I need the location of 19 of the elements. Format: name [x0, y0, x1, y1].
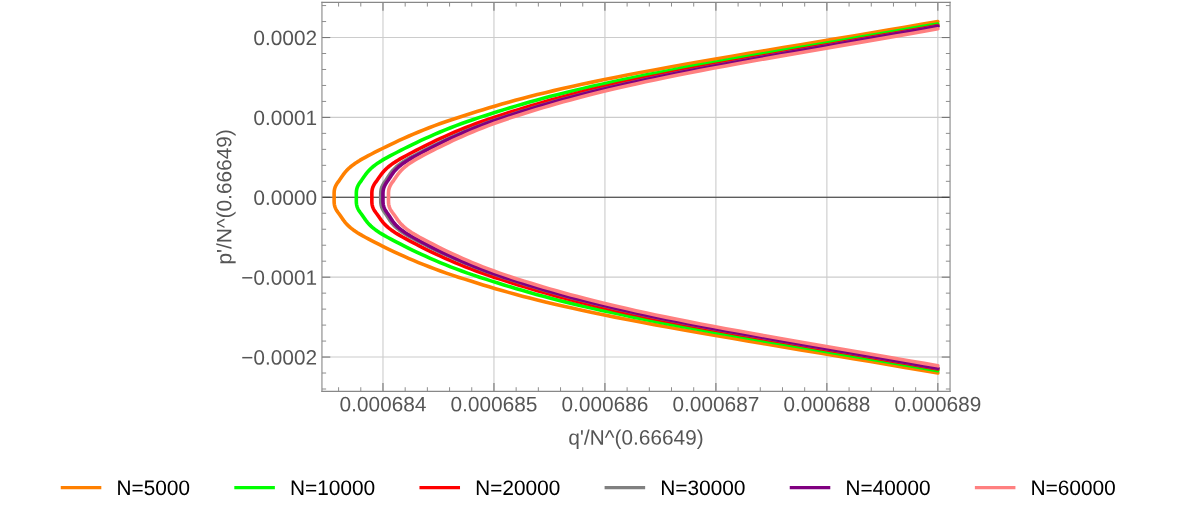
- y-tick-label: −0.0001: [242, 270, 317, 285]
- legend-label: N=5000: [118, 480, 190, 496]
- y-tick-label: 0.0001: [254, 110, 317, 126]
- x-tick-label: 0.000688: [784, 396, 870, 412]
- x-tick-label: 0.000689: [895, 396, 981, 412]
- y-tick-label: 0.0000: [254, 190, 317, 206]
- x-tick-label: 0.000686: [562, 396, 648, 412]
- x-tick-label: 0.000685: [451, 396, 537, 412]
- x-axis-title: q'/N^(0.66649): [569, 429, 703, 449]
- legend-label: N=20000: [476, 480, 560, 496]
- y-axis-title: p'/N^(0.66649): [216, 130, 236, 264]
- legend-label: N=60000: [1032, 480, 1115, 496]
- legend-label: N=10000: [291, 480, 375, 496]
- y-tick-label: −0.0002: [242, 350, 317, 365]
- x-tick-label: 0.000687: [673, 396, 759, 412]
- legend-label: N=40000: [847, 480, 930, 496]
- y-tick-label: 0.0002: [254, 30, 317, 46]
- legend-label: N=30000: [662, 480, 745, 496]
- x-tick-label: 0.000684: [340, 396, 426, 412]
